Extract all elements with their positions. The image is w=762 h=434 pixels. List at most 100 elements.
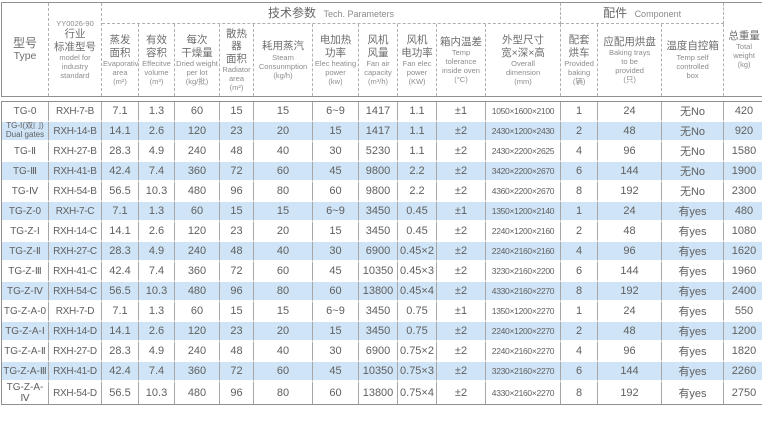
temp-tolerance-cell: ±2	[437, 162, 486, 182]
baking-carts-label-en: Provided baking	[564, 58, 594, 77]
total-weight-cell: 1620	[724, 242, 762, 262]
effective-volume-cell: 10.3	[139, 382, 175, 404]
radiator-area-cell: 96	[220, 182, 254, 202]
baking-carts-label-zh: 配套 烘车	[568, 34, 590, 59]
standard-model-cell: RXH-14-D	[49, 322, 102, 342]
elec-heating-power-cell: 30	[313, 342, 359, 362]
radiator-area-cell: 48	[220, 242, 254, 262]
col-header-temp-tolerance: 箱内温差 Temp tolerance inside oven (°C)	[437, 24, 486, 96]
temp-control-box-cell: 有yes	[662, 322, 724, 342]
elec-heating-power-cell: 15	[313, 322, 359, 342]
baking-trays-cell: 96	[598, 342, 662, 362]
baking-trays-cell: 96	[598, 142, 662, 162]
baking-carts-cell: 6	[561, 262, 598, 282]
fan-elec-power-cell: 0.45	[398, 222, 437, 242]
steam-consumption-cell: 80	[254, 282, 313, 302]
temp-tolerance-cell: ±2	[437, 242, 486, 262]
temp-control-box-cell: 有yes	[662, 382, 724, 404]
total-weight-header-unit: (kg)	[737, 60, 751, 70]
tech-parameters-group-header: 技术参数 Tech. Parameters	[102, 3, 562, 24]
baking-trays-cell: 48	[598, 122, 662, 142]
standard-model-cell: RXH-54-B	[49, 182, 102, 202]
temp-tolerance-cell: ±2	[437, 362, 486, 382]
baking-carts-cell: 2	[561, 122, 598, 142]
dried-weight-per-lot-cell: 120	[175, 122, 220, 142]
steam-consumption-cell: 20	[254, 322, 313, 342]
type-cell: TG-Z-Ⅰ	[2, 222, 49, 242]
temp-control-box-cell: 有yes	[662, 302, 724, 322]
radiator-area-cell: 96	[220, 382, 254, 404]
type-cell: TG-0	[2, 102, 49, 122]
type-cell: TG-Z-A-Ⅰ	[2, 322, 49, 342]
total-weight-cell: 2300	[724, 182, 762, 202]
baking-carts-cell: 6	[561, 162, 598, 182]
baking-trays-cell: 24	[598, 102, 662, 122]
effective-volume-cell: 1.3	[139, 302, 175, 322]
temp-tolerance-cell: ±2	[437, 342, 486, 362]
fan-elec-power-cell: 0.75×4	[398, 382, 437, 404]
total-weight-cell: 550	[724, 302, 762, 322]
fan-elec-power-cell: 0.45×4	[398, 282, 437, 302]
radiator-area-cell: 15	[220, 302, 254, 322]
elec-heating-power-cell: 45	[313, 262, 359, 282]
type-cell: TG-Ⅳ	[2, 182, 49, 202]
evaporative-area-cell: 42.4	[102, 162, 139, 182]
evaporative-area-cell: 56.5	[102, 182, 139, 202]
type-cell: TG-Z-A-Ⅲ	[2, 362, 49, 382]
spec-row: TG-Ⅱ RXH-27-B 28.3 4.9 240 48 40 30 5230 1.1 ±2 243…	[2, 142, 762, 162]
col-header-effective-volume: 有效 容积 Effecitve volume (m³)	[139, 24, 175, 96]
baking-carts-cell: 1	[561, 102, 598, 122]
total-weight-header-en: Total weight	[733, 42, 755, 61]
baking-trays-cell: 192	[598, 382, 662, 404]
dried-weight-per-lot-cell: 120	[175, 222, 220, 242]
dried-weight-per-lot-cell: 240	[175, 142, 220, 162]
temp-tolerance-cell: ±1	[437, 302, 486, 322]
col-header-total-weight: 总重量 Total weight (kg)	[724, 3, 762, 96]
temp-control-box-cell: 有yes	[662, 282, 724, 302]
temp-control-box-cell: 无No	[662, 182, 724, 202]
overall-dimension-cell: 4330×2160×2270	[486, 382, 561, 404]
steam-consumption-cell: 20	[254, 122, 313, 142]
temp-control-box-cell: 有yes	[662, 262, 724, 282]
temp-control-box-label-en: Temp self controlled box	[676, 52, 709, 80]
overall-dimension-cell: 2430×1200×2430	[486, 122, 561, 142]
spec-row: TG-Z-A-Ⅳ RXH-54-D 56.5 10.3 480 96 80 60 13800 0.…	[2, 382, 762, 404]
standard-model-cell: RXH-7-D	[49, 302, 102, 322]
temp-tolerance-cell: ±2	[437, 122, 486, 142]
temp-tolerance-cell: ±2	[437, 322, 486, 342]
total-weight-cell: 1900	[724, 162, 762, 182]
evaporative-area-cell: 14.1	[102, 122, 139, 142]
temp-control-box-cell: 有yes	[662, 222, 724, 242]
component-group-header: 配件 Component	[561, 3, 725, 24]
effective-volume-cell: 7.4	[139, 362, 175, 382]
col-header-steam-consumption: 耗用蒸汽 Steam Consunmption (kg/h)	[254, 24, 313, 96]
dried-weight-per-lot-cell: 60	[175, 302, 220, 322]
standard-model-cell: RXH-14-B	[49, 122, 102, 142]
temp-control-box-cell: 有yes	[662, 362, 724, 382]
dried-weight-per-lot-cell: 480	[175, 382, 220, 404]
effective-volume-cell: 4.9	[139, 242, 175, 262]
effective-volume-cell: 2.6	[139, 322, 175, 342]
steam-consumption-cell: 40	[254, 342, 313, 362]
standard-model-cell: RXH-27-D	[49, 342, 102, 362]
total-weight-cell: 2260	[724, 362, 762, 382]
standard-model-cell: RXH-41-B	[49, 162, 102, 182]
baking-trays-cell: 48	[598, 222, 662, 242]
dried-weight-per-lot-cell: 360	[175, 362, 220, 382]
dried-weight-per-lot-cell: 120	[175, 322, 220, 342]
effective-volume-unit: (m³)	[149, 76, 164, 86]
evaporative-area-label-en: Evaporative area	[103, 58, 139, 77]
fan-air-capacity-cell: 9800	[359, 162, 398, 182]
dried-weight-per-lot-cell: 480	[175, 282, 220, 302]
dried-weight-per-lot-cell: 360	[175, 262, 220, 282]
elec-heating-power-cell: 60	[313, 382, 359, 404]
baking-trays-cell: 48	[598, 322, 662, 342]
baking-carts-unit: (辆)	[572, 76, 586, 86]
fan-air-capacity-cell: 3450	[359, 222, 398, 242]
dried-weight-per-lot-cell: 360	[175, 162, 220, 182]
total-weight-cell: 2750	[731, 387, 757, 399]
elec-heating-power-unit: (kw)	[328, 76, 343, 86]
dried-weight-per-lot-cell: 60	[175, 202, 220, 222]
steam-consumption-unit: (kg/h)	[273, 70, 293, 80]
elec-heating-power-cell: 60	[313, 282, 359, 302]
